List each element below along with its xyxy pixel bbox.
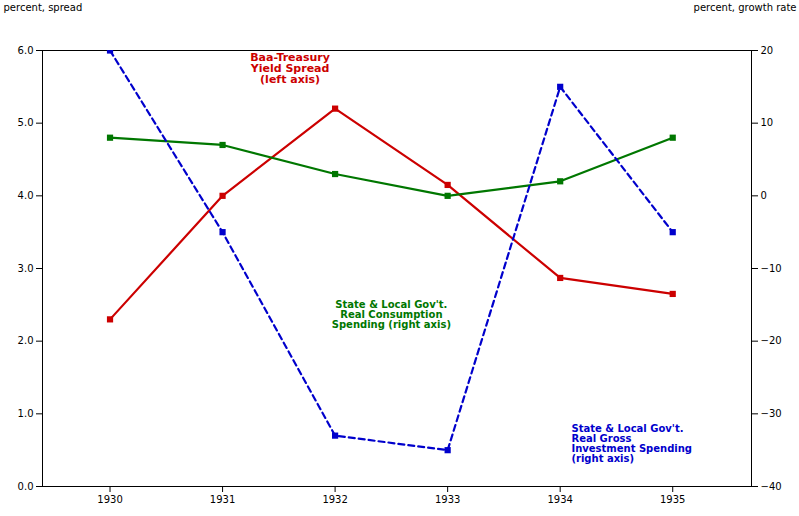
svg-text:1932: 1932 xyxy=(322,494,347,505)
svg-text:State & Local Gov't.Real Consu: State & Local Gov't.Real ConsumptionSpen… xyxy=(332,299,451,330)
svg-text:20: 20 xyxy=(761,45,774,56)
svg-text:4.0: 4.0 xyxy=(18,190,34,201)
svg-text:10: 10 xyxy=(761,117,774,128)
svg-text:3.0: 3.0 xyxy=(18,263,34,274)
svg-text:1930: 1930 xyxy=(97,494,122,505)
svg-text:State & Local Gov't.Real Gross: State & Local Gov't.Real GrossInvestment… xyxy=(571,423,692,464)
svg-text:−40: −40 xyxy=(761,481,782,492)
svg-text:Baa-TreasuryYield Spread(left: Baa-TreasuryYield Spread(left axis) xyxy=(250,51,330,86)
svg-text:1931: 1931 xyxy=(210,494,235,505)
svg-text:−20: −20 xyxy=(761,335,782,346)
svg-text:0: 0 xyxy=(761,190,767,201)
svg-text:−10: −10 xyxy=(761,263,782,274)
svg-text:percent, spread: percent, spread xyxy=(4,2,83,13)
svg-text:percent, growth rate: percent, growth rate xyxy=(694,2,797,13)
svg-text:6.0: 6.0 xyxy=(18,45,34,56)
svg-text:1933: 1933 xyxy=(435,494,460,505)
svg-text:2.0: 2.0 xyxy=(18,335,34,346)
svg-text:1935: 1935 xyxy=(660,494,685,505)
svg-text:0.0: 0.0 xyxy=(18,481,34,492)
svg-text:1.0: 1.0 xyxy=(18,408,34,419)
svg-text:−30: −30 xyxy=(761,408,782,419)
svg-text:1934: 1934 xyxy=(547,494,572,505)
svg-text:5.0: 5.0 xyxy=(18,117,34,128)
